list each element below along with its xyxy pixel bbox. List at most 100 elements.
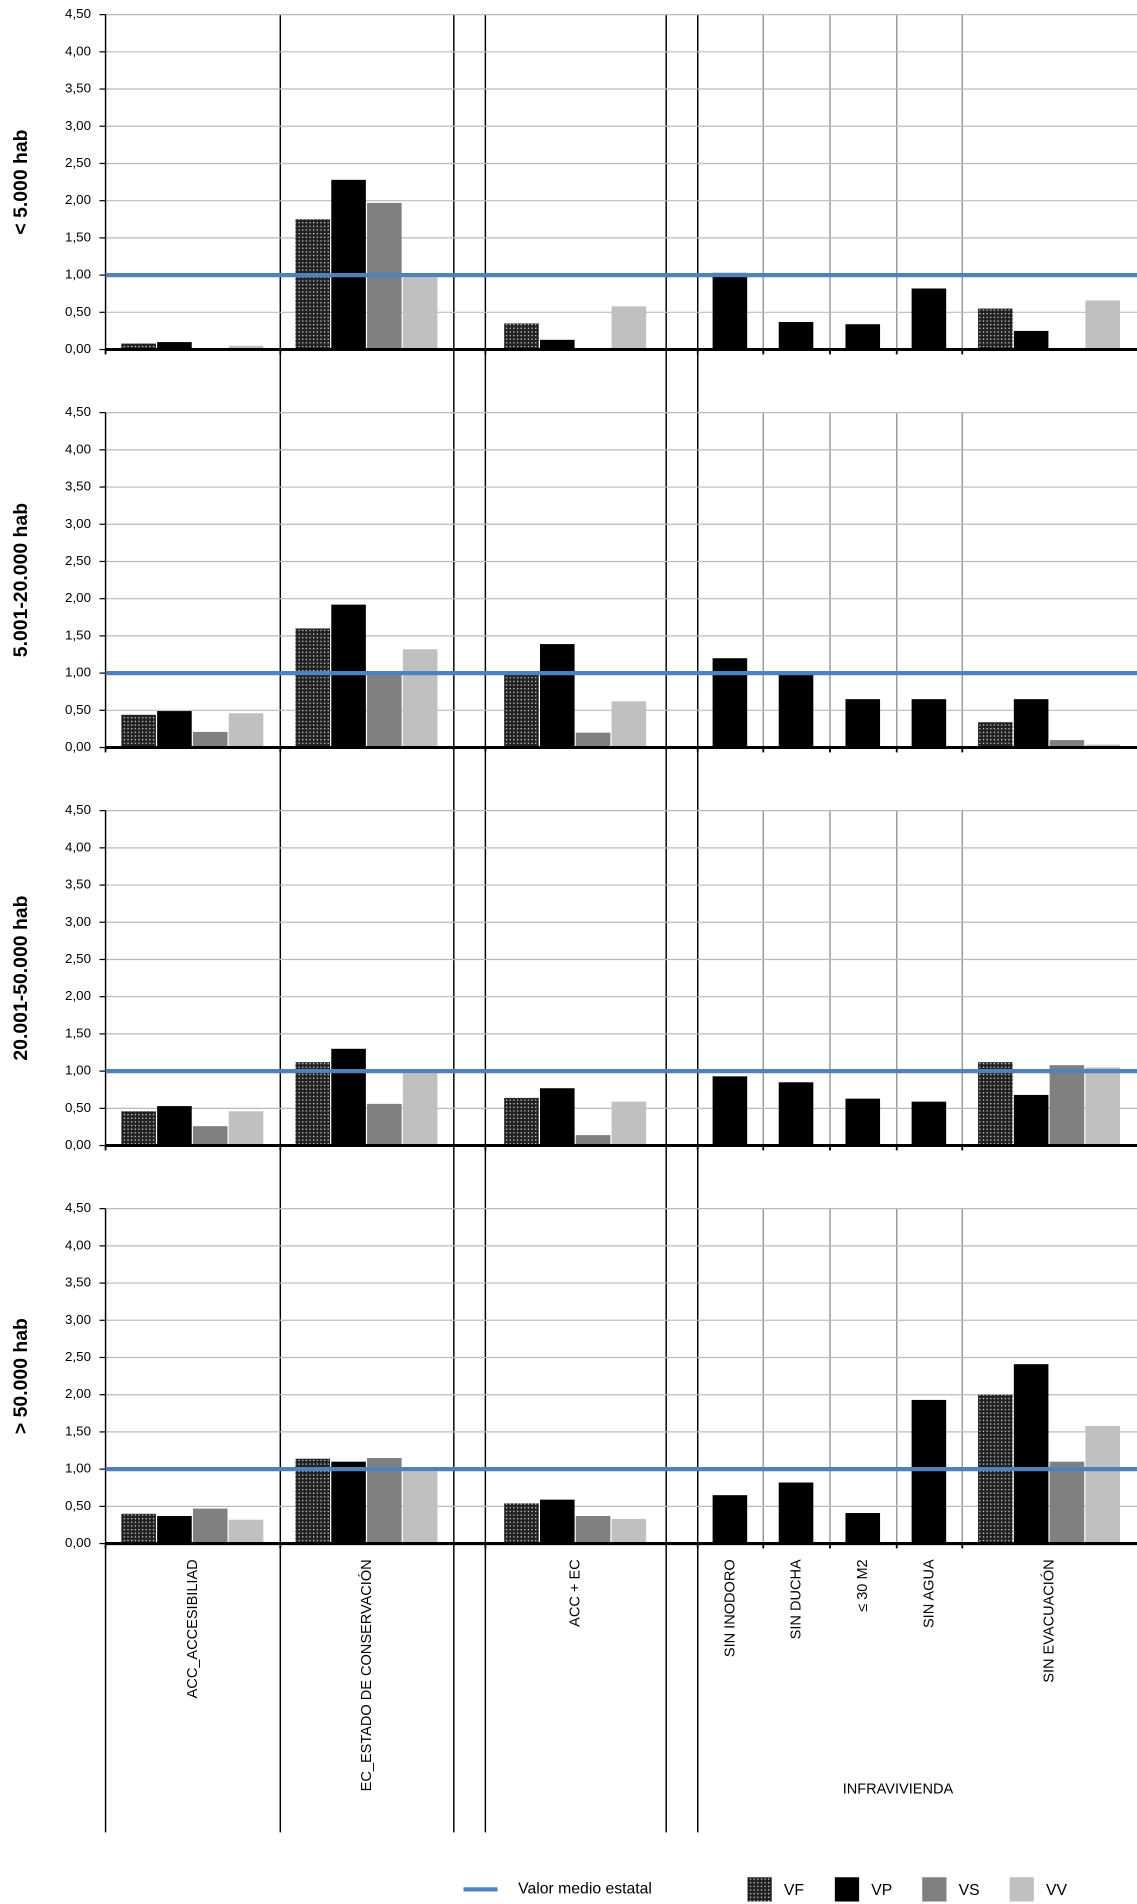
y-tick-label: 4,50 bbox=[65, 6, 91, 21]
bar bbox=[611, 701, 647, 748]
bar bbox=[295, 1062, 331, 1146]
y-tick-label: 0,50 bbox=[65, 702, 91, 717]
bar bbox=[331, 179, 366, 350]
y-tick-label: 4,50 bbox=[65, 404, 91, 419]
x-tick-label: SIN INODORO bbox=[722, 1559, 738, 1657]
bar bbox=[295, 1458, 331, 1544]
bar bbox=[539, 644, 575, 748]
bar bbox=[712, 1495, 748, 1544]
bar bbox=[911, 699, 947, 748]
y-tick-label: 3,50 bbox=[65, 1275, 91, 1290]
y-tick-label: 2,00 bbox=[65, 988, 91, 1003]
bar bbox=[192, 731, 228, 748]
y-tick-label: 0,50 bbox=[65, 304, 91, 319]
bar bbox=[121, 1111, 156, 1146]
bar bbox=[121, 1513, 156, 1544]
y-tick-label: 2,50 bbox=[65, 155, 91, 170]
bar bbox=[504, 1097, 539, 1146]
bar bbox=[504, 674, 539, 748]
bar bbox=[978, 1062, 1013, 1146]
bar bbox=[911, 288, 947, 350]
bar bbox=[845, 324, 881, 350]
legend-label: VP bbox=[871, 1882, 892, 1899]
bar bbox=[192, 1508, 228, 1544]
bar bbox=[611, 1518, 647, 1544]
x-tick-label: SIN DUCHA bbox=[788, 1559, 804, 1639]
bar bbox=[402, 649, 438, 748]
y-tick-label: 1,50 bbox=[65, 229, 91, 244]
bar bbox=[611, 306, 647, 350]
y-tick-label: 1,00 bbox=[65, 1461, 91, 1476]
bar bbox=[845, 1098, 881, 1146]
y-tick-label: 1,50 bbox=[65, 1025, 91, 1040]
bar bbox=[712, 272, 748, 350]
bar bbox=[331, 1461, 366, 1544]
frame bbox=[104, 14, 699, 1833]
y-tick-label: 2,00 bbox=[65, 590, 91, 605]
y-tick-label: 1,50 bbox=[65, 627, 91, 642]
bar bbox=[1013, 330, 1049, 350]
bar bbox=[911, 1399, 947, 1544]
y-tick-label: 0,00 bbox=[65, 341, 91, 356]
y-tick-label: 3,00 bbox=[65, 516, 91, 531]
bar bbox=[121, 343, 156, 350]
bar bbox=[504, 1503, 539, 1544]
bar bbox=[911, 1101, 947, 1146]
y-tick-label: 3,50 bbox=[65, 479, 91, 494]
bar bbox=[1049, 1065, 1085, 1146]
bar bbox=[402, 1073, 438, 1146]
bar bbox=[402, 1471, 438, 1544]
bar bbox=[778, 1482, 814, 1544]
bar bbox=[575, 1135, 611, 1146]
y-tick-label: 3,00 bbox=[65, 118, 91, 133]
y-tick-label: 4,00 bbox=[65, 839, 91, 854]
bar bbox=[539, 1088, 575, 1146]
y-tick-label: 1,00 bbox=[65, 267, 91, 282]
bar bbox=[611, 1101, 647, 1146]
x-tick-label: SIN EVACUACIÓN bbox=[1040, 1559, 1057, 1682]
legend-swatch bbox=[834, 1877, 860, 1902]
bar bbox=[295, 219, 331, 350]
bar bbox=[978, 308, 1013, 350]
y-tick-label: 2,50 bbox=[65, 553, 91, 568]
legend-label: VV bbox=[1046, 1882, 1068, 1899]
legend-label: VS bbox=[959, 1882, 980, 1899]
bar bbox=[978, 722, 1013, 748]
y-tick-label: 4,00 bbox=[65, 1237, 91, 1252]
y-tick-label: 0,00 bbox=[65, 1137, 91, 1152]
y-tick-label: 2,00 bbox=[65, 192, 91, 207]
y-tick-label: 3,50 bbox=[65, 81, 91, 96]
y-tick-label: 4,50 bbox=[65, 1200, 91, 1215]
bar bbox=[367, 1457, 402, 1544]
bar bbox=[845, 699, 881, 748]
bar bbox=[539, 339, 575, 350]
y-tick-label: 0,50 bbox=[65, 1498, 91, 1513]
bar bbox=[778, 321, 814, 350]
y-axis-label: 5.001-20.000 hab bbox=[10, 503, 32, 657]
y-tick-label: 4,00 bbox=[65, 43, 91, 58]
bar bbox=[1085, 300, 1121, 350]
bar bbox=[367, 673, 402, 748]
bar bbox=[331, 604, 366, 748]
bar bbox=[157, 1106, 192, 1146]
bar bbox=[121, 714, 156, 748]
y-tick-label: 2,00 bbox=[65, 1386, 91, 1401]
y-tick-label: 4,00 bbox=[65, 441, 91, 456]
x-tick-label: SIN AGUA bbox=[921, 1559, 937, 1628]
bar bbox=[228, 345, 264, 350]
bar bbox=[845, 1513, 881, 1544]
bar bbox=[778, 674, 814, 748]
y-tick-label: 3,50 bbox=[65, 877, 91, 892]
bar bbox=[228, 1519, 264, 1544]
y-tick-label: 1,50 bbox=[65, 1423, 91, 1438]
bar bbox=[1049, 740, 1085, 748]
legend-label: Valor medio estatal bbox=[518, 1881, 652, 1898]
y-tick-label: 1,00 bbox=[65, 1063, 91, 1078]
bar bbox=[712, 1076, 748, 1146]
bar bbox=[575, 732, 611, 748]
bar bbox=[157, 342, 192, 350]
bar bbox=[192, 1126, 228, 1146]
y-tick-label: 2,50 bbox=[65, 1349, 91, 1364]
legend-label: VF bbox=[784, 1882, 804, 1899]
